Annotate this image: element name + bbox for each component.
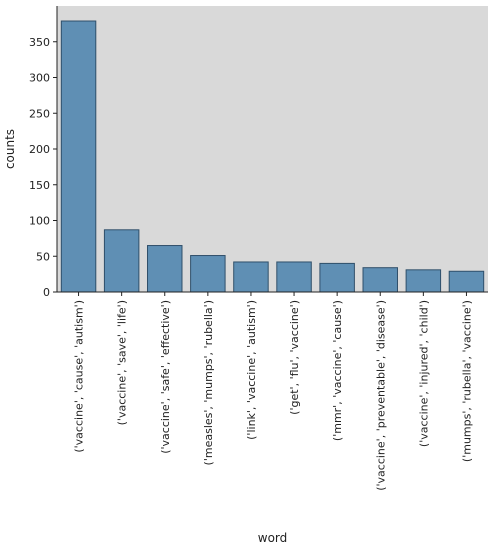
x-tick-label: ('mumps', 'rubella', 'vaccine'): [460, 300, 473, 462]
bar-7: [319, 262, 355, 293]
bar-10: [448, 270, 485, 293]
y-tick-label: 150: [29, 179, 50, 192]
y-tick-label: 100: [29, 215, 50, 228]
x-tick-label: ('link', 'vaccine', 'autism'): [245, 300, 258, 440]
bar-1: [60, 20, 97, 293]
y-tick-label: 250: [29, 107, 50, 120]
bar-9: [405, 269, 442, 293]
x-axis-label: word: [258, 531, 288, 545]
y-tick-label: 200: [29, 143, 50, 156]
x-tick-label: ('get', 'flu', 'vaccine'): [288, 300, 301, 415]
bar-2: [103, 229, 140, 293]
y-tick-label: 50: [36, 250, 50, 263]
bar-6: [276, 261, 312, 293]
x-tick-label: ('measles', 'mumps', 'rubella'): [202, 300, 215, 465]
y-tick-label: 300: [29, 72, 50, 85]
x-tick-label: ('vaccine', 'preventable', 'disease'): [374, 300, 387, 491]
x-tick-label: ('mmr', 'vaccine', 'cause'): [331, 300, 344, 441]
x-tick-label: ('vaccine', 'safe', 'effective'): [159, 300, 172, 454]
axes-layer: 0 50 100 150 200 250 300 350 ('vaccine', 'cause'…: [29, 6, 488, 491]
y-axis-label: counts: [3, 129, 17, 169]
bar-8: [362, 267, 398, 293]
bars-layer: [60, 20, 485, 293]
x-tick-label: ('vaccine', 'save', 'life'): [116, 300, 129, 425]
bar-3: [147, 245, 183, 293]
y-tick-label: 350: [29, 36, 50, 49]
x-tick-label: ('vaccine', 'cause', 'autism'): [73, 300, 86, 453]
y-tick-label: 0: [43, 286, 50, 299]
bar-4: [190, 255, 226, 293]
bar-5: [233, 261, 269, 293]
x-tick-label: ('vaccine', 'injured', 'child'): [417, 300, 430, 447]
